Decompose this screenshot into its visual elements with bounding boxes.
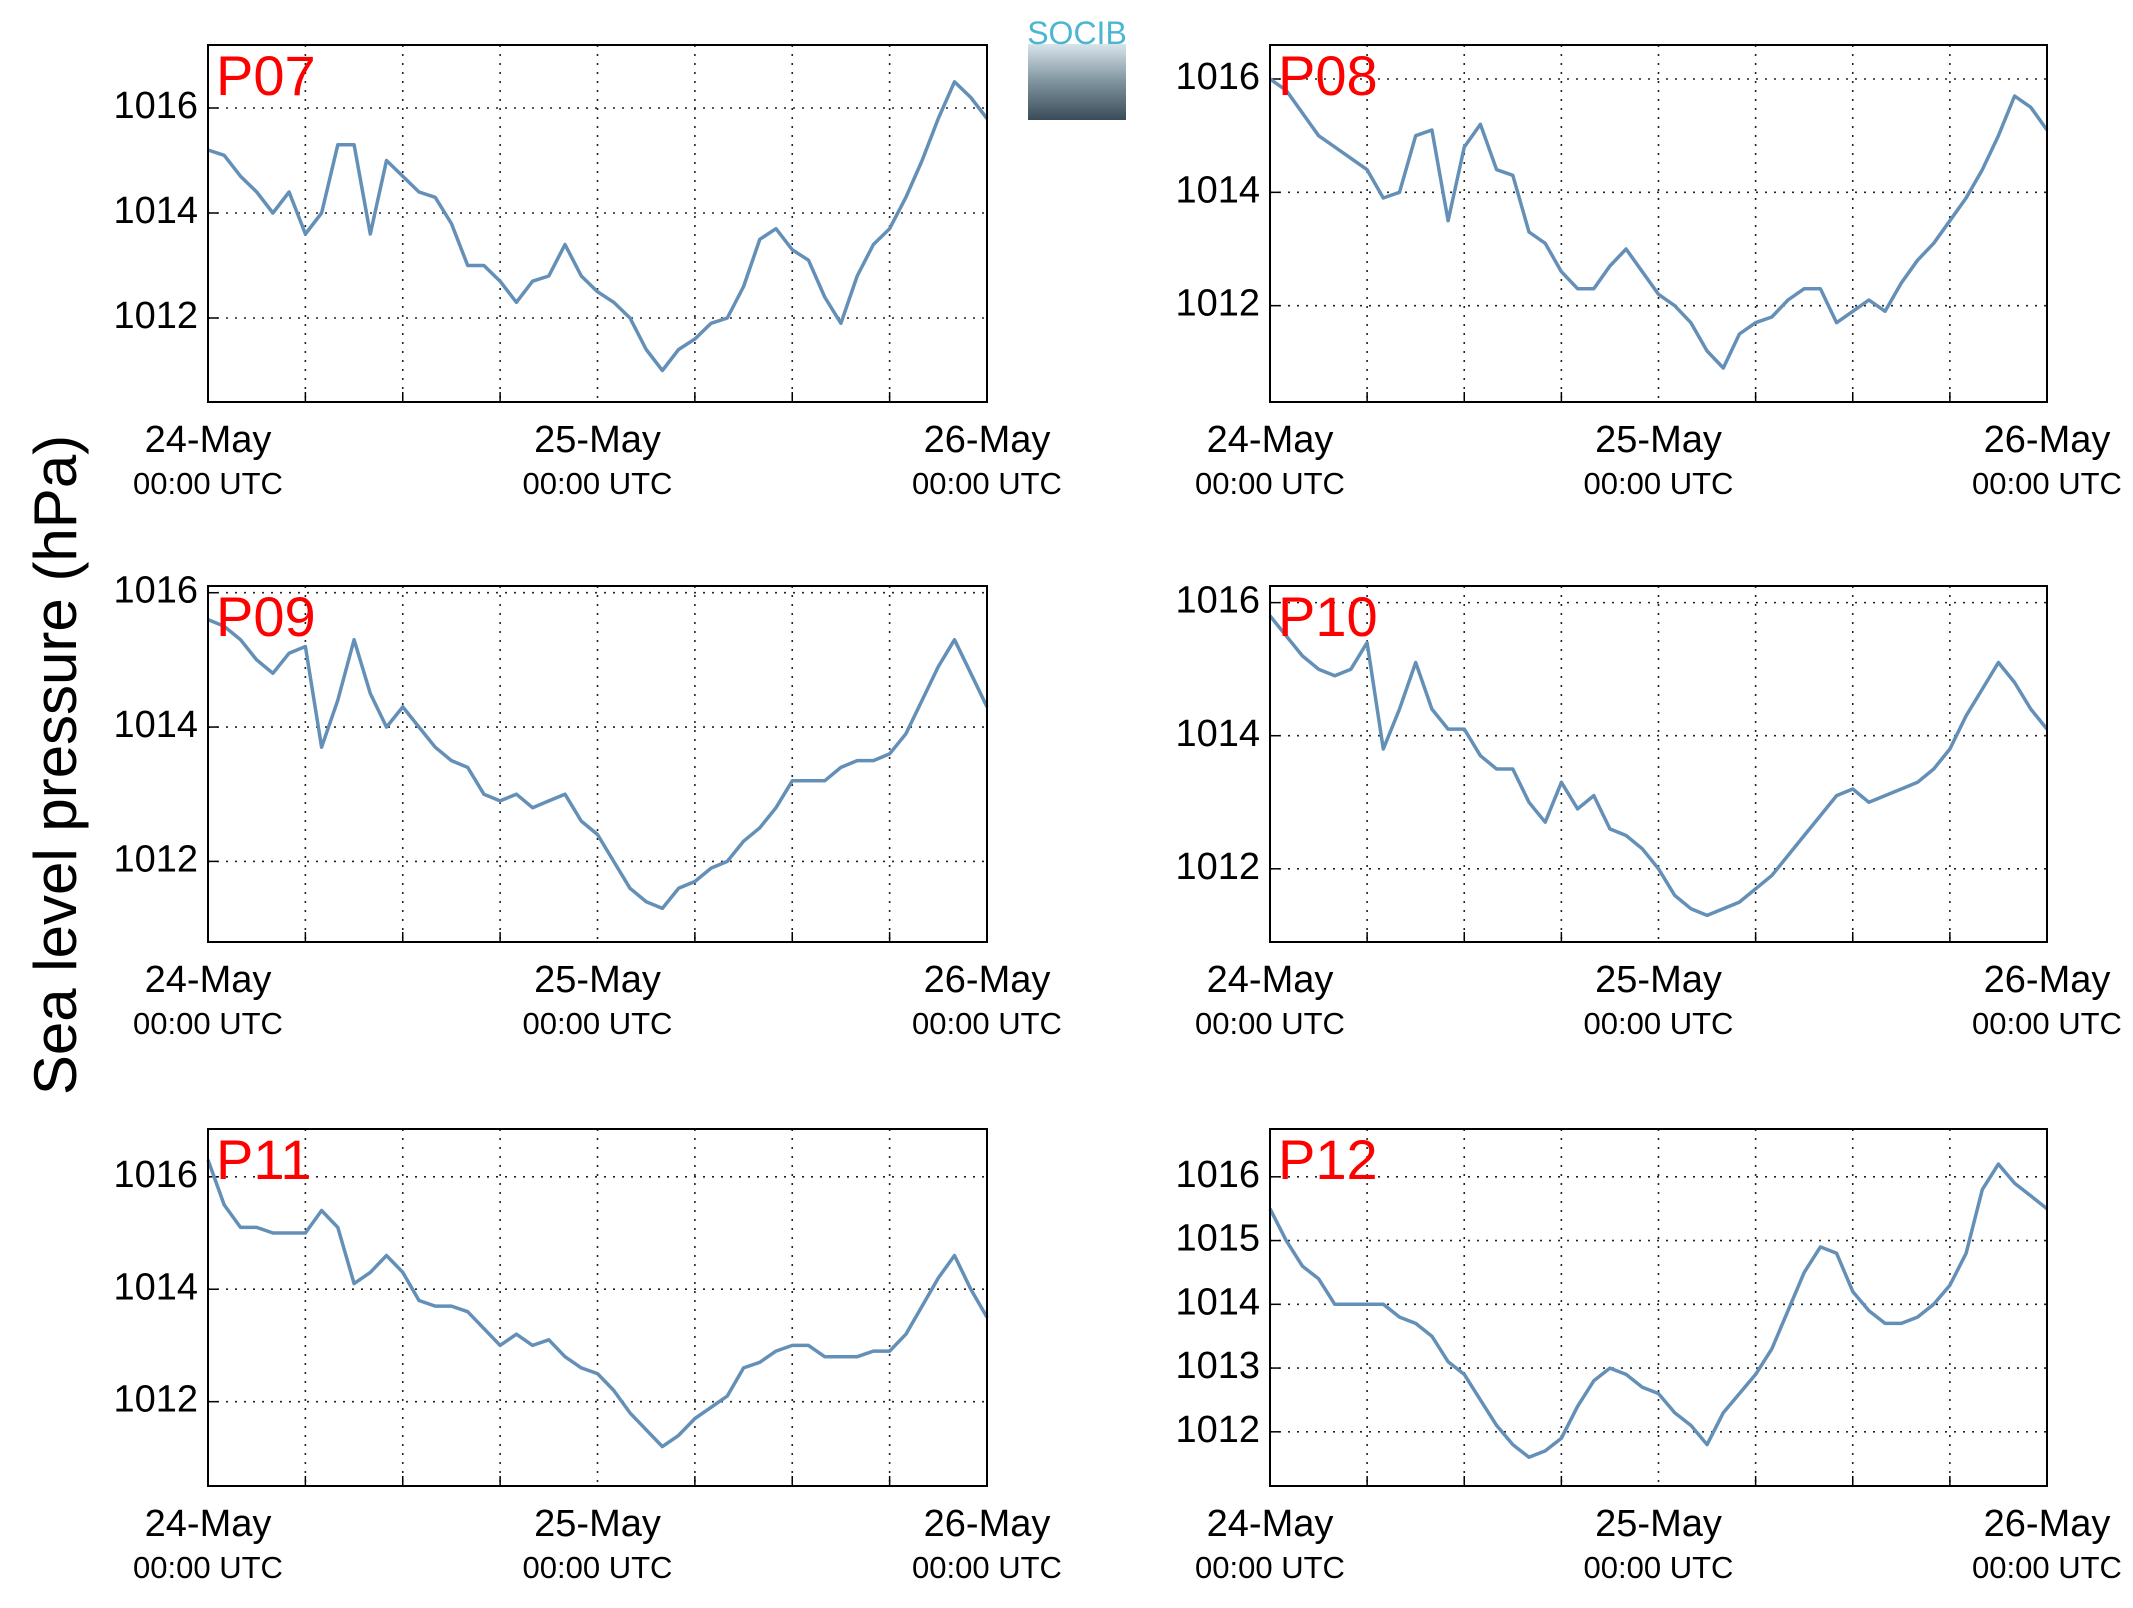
y-tick-label: 1014 — [113, 1266, 198, 1308]
data-line — [206, 1159, 989, 1449]
x-tick-label: 26-May — [924, 959, 1051, 1001]
y-tick-label: 1016 — [1175, 56, 1260, 98]
y-tick-label: 1012 — [1175, 283, 1260, 325]
plot-frame — [1269, 44, 2048, 403]
panel-label: P07 — [216, 44, 316, 107]
x-tick-label: 26-May — [1984, 419, 2111, 461]
y-tick-label: 1016 — [113, 570, 198, 612]
plot-frame — [1269, 585, 2048, 943]
logo: SOCIB — [1027, 15, 1127, 120]
x-tick-label: 24-May — [145, 419, 272, 461]
y-tick-label: 1016 — [113, 85, 198, 127]
x-tick-label: 24-May — [145, 959, 272, 1001]
y-tick-label: 1013 — [1175, 1345, 1260, 1387]
y-tick-label: 1015 — [1175, 1218, 1260, 1260]
panel-label: P10 — [1278, 585, 1378, 648]
data-line — [207, 80, 989, 373]
y-tick-label: 1014 — [1175, 169, 1260, 211]
x-tick-sublabel: 00:00 UTC — [1195, 1006, 1345, 1041]
x-tick-label: 25-May — [1595, 1503, 1722, 1545]
y-tick-label: 1016 — [113, 1154, 198, 1196]
logo-text: SOCIB — [1027, 15, 1127, 51]
x-tick-label: 25-May — [534, 1503, 661, 1545]
plot-frame — [207, 44, 988, 403]
y-tick-label: 1012 — [1175, 1409, 1260, 1451]
y-tick-label: 1016 — [1175, 580, 1260, 622]
x-tick-label: 26-May — [924, 1503, 1051, 1545]
x-tick-label: 24-May — [1207, 1503, 1334, 1545]
x-tick-sublabel: 00:00 UTC — [1972, 1550, 2122, 1585]
x-tick-label: 24-May — [1207, 419, 1334, 461]
y-tick-label: 1012 — [113, 1379, 198, 1421]
data-line — [1268, 77, 2049, 370]
panel-label: P09 — [216, 585, 316, 648]
data-line — [1268, 1162, 2049, 1460]
data-line — [207, 617, 989, 911]
x-tick-sublabel: 00:00 UTC — [133, 466, 283, 501]
x-tick-sublabel: 00:00 UTC — [133, 1006, 283, 1041]
y-tick-label: 1016 — [1175, 1154, 1260, 1196]
x-tick-sublabel: 00:00 UTC — [133, 1550, 283, 1585]
y-tick-label: 1012 — [113, 838, 198, 880]
x-tick-sublabel: 00:00 UTC — [1584, 466, 1734, 501]
plot-frame — [207, 1128, 988, 1487]
plot-frame — [1269, 1128, 2048, 1487]
x-tick-label: 26-May — [1984, 1503, 2111, 1545]
x-tick-sublabel: 00:00 UTC — [523, 1006, 673, 1041]
panel-label: P11 — [216, 1128, 311, 1191]
plot-frame — [207, 585, 988, 943]
x-tick-sublabel: 00:00 UTC — [1584, 1550, 1734, 1585]
x-tick-label: 25-May — [1595, 419, 1722, 461]
x-tick-sublabel: 00:00 UTC — [523, 466, 673, 501]
x-tick-label: 25-May — [534, 419, 661, 461]
y-tick-label: 1014 — [113, 190, 198, 232]
x-tick-sublabel: 00:00 UTC — [1195, 1550, 1345, 1585]
x-tick-sublabel: 00:00 UTC — [1195, 466, 1345, 501]
x-tick-sublabel: 00:00 UTC — [1972, 466, 2122, 501]
panel-label: P08 — [1278, 44, 1378, 107]
x-tick-sublabel: 00:00 UTC — [1972, 1006, 2122, 1041]
x-tick-label: 26-May — [924, 419, 1051, 461]
x-tick-label: 26-May — [1984, 959, 2111, 1001]
y-tick-label: 1012 — [113, 295, 198, 337]
y-tick-label: 1014 — [113, 704, 198, 746]
x-tick-sublabel: 00:00 UTC — [1584, 1006, 1734, 1041]
y-tick-label: 1014 — [1175, 713, 1260, 755]
x-tick-label: 25-May — [534, 959, 661, 1001]
x-tick-label: 24-May — [145, 1503, 272, 1545]
data-line — [1268, 614, 2049, 918]
x-tick-sublabel: 00:00 UTC — [912, 466, 1062, 501]
x-tick-sublabel: 00:00 UTC — [912, 1006, 1062, 1041]
x-tick-label: 25-May — [1595, 959, 1722, 1001]
x-tick-sublabel: 00:00 UTC — [912, 1550, 1062, 1585]
y-tick-label: 1012 — [1175, 846, 1260, 888]
y-tick-label: 1014 — [1175, 1281, 1260, 1323]
logo-box — [1028, 44, 1126, 120]
x-tick-label: 24-May — [1207, 959, 1334, 1001]
panel-label: P12 — [1278, 1128, 1378, 1191]
x-tick-sublabel: 00:00 UTC — [523, 1550, 673, 1585]
y-axis-label: Sea level pressure (hPa) — [22, 435, 89, 1095]
